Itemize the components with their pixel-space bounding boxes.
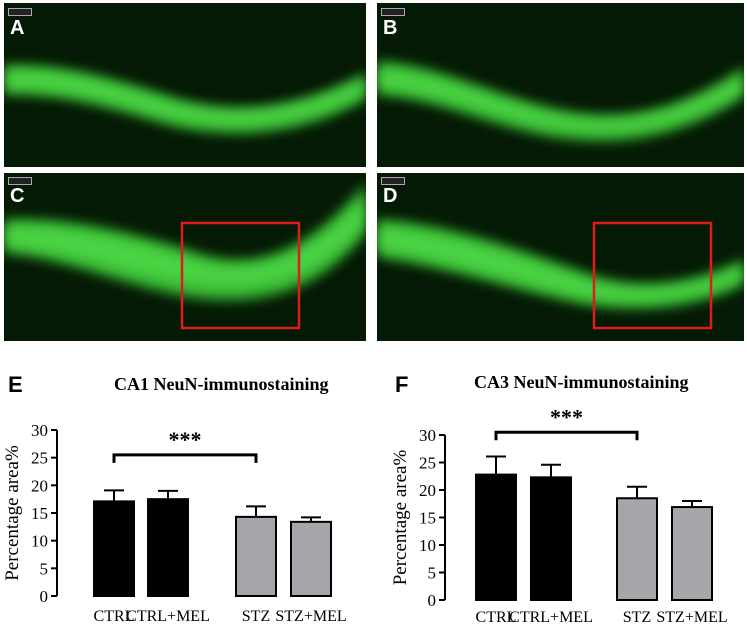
y-tick-label: 5: [428, 564, 437, 583]
panel-letter-c: C: [10, 185, 25, 207]
chart-title-f: CA3 NeuN-immunostaining: [474, 372, 689, 392]
stain-band: [377, 219, 744, 309]
panel-letter-b: B: [383, 17, 398, 39]
x-tick-label: STZ: [242, 608, 270, 625]
micrograph-a: A: [4, 3, 366, 167]
significance-bracket: [112, 453, 258, 463]
highlight-box: [592, 221, 713, 330]
y-tick-label: 30: [419, 426, 436, 445]
micrograph-d-stain: [377, 173, 744, 341]
stain-band-core: [4, 70, 366, 125]
stain-band-core: [377, 69, 744, 131]
x-tick-label: CTRL+MEL: [126, 608, 210, 625]
scale-bar: [381, 177, 405, 185]
bar: [475, 473, 517, 601]
micrograph-b: B: [377, 3, 744, 167]
x-tick-label: CTRL+MEL: [509, 609, 593, 626]
y-axis-label: Percentage area%: [390, 450, 411, 586]
bar: [616, 497, 658, 601]
panel-letter-e: E: [8, 372, 23, 397]
micrograph-c: C: [4, 173, 366, 341]
y-tick-label: 5: [40, 559, 49, 578]
y-tick-label: 25: [31, 449, 48, 468]
micrograph-b-stain: [377, 3, 744, 167]
y-tick-label: 0: [428, 591, 437, 610]
x-tick-label: STZ+MEL: [656, 609, 727, 626]
micrograph-a-stain: [4, 3, 366, 167]
y-tick-label: 10: [419, 536, 436, 555]
bar: [530, 476, 572, 601]
highlight-box: [180, 221, 301, 330]
significance-bracket: [494, 430, 639, 441]
bar: [235, 515, 277, 597]
bar-chart-e: 0 5 10 15 20 25 30 Percentage area% CTRLCTRL+MEL…: [2, 421, 347, 625]
y-tick-label: 10: [31, 532, 48, 551]
scale-bar: [8, 177, 32, 185]
x-tick-label: STZ+MEL: [275, 608, 346, 625]
y-tick-label: 20: [419, 481, 436, 500]
bar: [671, 506, 713, 601]
x-tick-label: STZ: [623, 609, 651, 626]
micrograph-c-stain: [4, 173, 366, 341]
stain-band-core: [4, 197, 366, 287]
y-tick-label: 15: [31, 504, 48, 523]
y-axis-label: Percentage area%: [2, 445, 23, 581]
significance-label: ***: [550, 404, 583, 429]
panel-letter-a: A: [10, 17, 25, 39]
significance-label: ***: [169, 427, 202, 452]
y-tick-label: 20: [31, 476, 48, 495]
bar-chart-f: 0 5 10 15 20 25 30 Percentage area% CTRLCTRL+MEL…: [390, 404, 728, 626]
y-tick-label: 15: [419, 509, 436, 528]
y-tick-label: 25: [419, 454, 436, 473]
panel-letter-f: F: [395, 372, 409, 397]
x-tick-label: CTRL: [94, 608, 135, 625]
stain-band-core: [377, 227, 744, 301]
chart-title-e: CA1 NeuN-immunostaining: [114, 374, 329, 394]
x-tick-label: CTRL: [476, 609, 517, 626]
panel-letter-d: D: [383, 185, 398, 207]
bar: [147, 498, 189, 597]
bar: [290, 520, 332, 597]
micrograph-d: D: [377, 173, 744, 341]
y-tick-label: 0: [40, 587, 49, 606]
y-tick-label: 30: [31, 421, 48, 440]
scale-bar: [8, 8, 32, 16]
scale-bar: [381, 8, 405, 16]
bar: [93, 500, 135, 597]
